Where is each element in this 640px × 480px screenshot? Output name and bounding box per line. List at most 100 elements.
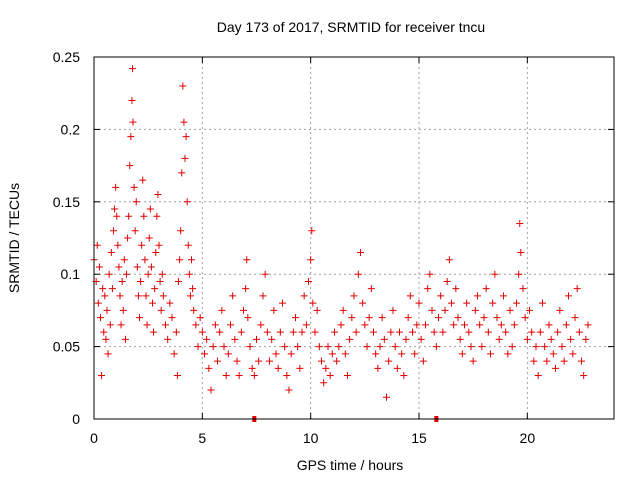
- data-point: [250, 372, 258, 380]
- data-point: [580, 372, 588, 380]
- x-tick-label: 15: [411, 430, 427, 446]
- data-point: [365, 314, 373, 322]
- data-point: [582, 335, 590, 343]
- data-point: [497, 321, 505, 329]
- data-point: [344, 372, 351, 380]
- data-point: [515, 270, 523, 278]
- data-point: [182, 133, 190, 141]
- data-point: [276, 328, 284, 336]
- data-point: [435, 314, 442, 322]
- data-point: [150, 328, 158, 336]
- data-point: [227, 321, 234, 329]
- data-point: [575, 328, 583, 336]
- data-point: [424, 285, 432, 293]
- data-point: [380, 335, 388, 343]
- data-point: [172, 328, 180, 336]
- data-point: [257, 321, 265, 329]
- data-point: [406, 292, 414, 300]
- data-point: [170, 350, 178, 358]
- y-tick-label: 0.15: [53, 194, 80, 210]
- data-point: [235, 372, 243, 380]
- data-point: [484, 328, 492, 336]
- data-point: [115, 263, 123, 271]
- data-point: [140, 212, 148, 220]
- data-point: [224, 350, 232, 358]
- data-point: [549, 350, 557, 358]
- data-point: [461, 321, 468, 329]
- data-point: [114, 241, 122, 249]
- data-point: [305, 277, 312, 285]
- data-point: [378, 314, 386, 322]
- data-point: [110, 227, 117, 235]
- data-point: [155, 241, 163, 249]
- data-point: [101, 292, 109, 300]
- data-point: [104, 350, 112, 358]
- data-point: [166, 299, 174, 307]
- data-point: [244, 314, 252, 322]
- data-point: [126, 162, 134, 170]
- data-point: [242, 285, 250, 293]
- data-point: [523, 335, 531, 343]
- data-point: [192, 321, 200, 329]
- data-point: [552, 364, 559, 372]
- data-point: [93, 241, 101, 249]
- data-point: [326, 372, 334, 380]
- data-point: [147, 263, 155, 271]
- data-point: [526, 306, 533, 314]
- data-point: [194, 343, 202, 351]
- data-point: [128, 96, 136, 104]
- data-point: [268, 335, 276, 343]
- data-point: [510, 321, 518, 329]
- data-point: [263, 328, 271, 336]
- data-point: [309, 299, 317, 307]
- data-point: [387, 328, 395, 336]
- data-point: [279, 299, 286, 307]
- x-tick-label: 10: [303, 430, 319, 446]
- data-point: [255, 357, 263, 365]
- data-point: [211, 321, 219, 329]
- data-point: [415, 299, 423, 307]
- data-point: [584, 321, 592, 329]
- data-point: [143, 321, 151, 329]
- data-point: [565, 292, 572, 300]
- data-point: [129, 65, 137, 73]
- data-point: [292, 314, 299, 322]
- data-point: [95, 263, 103, 271]
- data-point: [346, 335, 354, 343]
- data-point: [500, 292, 507, 300]
- data-point: [231, 335, 239, 343]
- data-point: [229, 292, 237, 300]
- data-point: [233, 357, 241, 365]
- data-point: [331, 328, 338, 336]
- data-point: [185, 270, 193, 278]
- data-point: [398, 350, 406, 358]
- data-point: [320, 379, 328, 387]
- data-point: [154, 191, 162, 199]
- data-point: [298, 328, 306, 336]
- data-point: [246, 343, 254, 351]
- data-point: [489, 299, 497, 307]
- data-point: [153, 212, 161, 220]
- data-point: [240, 306, 247, 314]
- data-point: [341, 350, 349, 358]
- y-tick-label: 0.25: [53, 49, 80, 65]
- data-point: [400, 372, 408, 380]
- chart-title: Day 173 of 2017, SRMTID for receiver tnc…: [217, 19, 485, 35]
- data-point: [359, 299, 367, 307]
- data-point: [322, 364, 330, 372]
- data-point: [157, 306, 165, 314]
- data-point: [506, 306, 514, 314]
- data-point: [138, 241, 146, 249]
- data-point: [152, 248, 160, 256]
- data-point: [125, 212, 133, 220]
- data-point: [107, 248, 115, 256]
- data-point: [99, 285, 107, 293]
- data-point: [372, 350, 380, 358]
- data-point: [352, 328, 360, 336]
- data-point: [318, 357, 325, 365]
- data-point: [261, 270, 269, 278]
- data-point: [190, 306, 198, 314]
- data-point: [203, 335, 211, 343]
- data-point: [97, 314, 104, 322]
